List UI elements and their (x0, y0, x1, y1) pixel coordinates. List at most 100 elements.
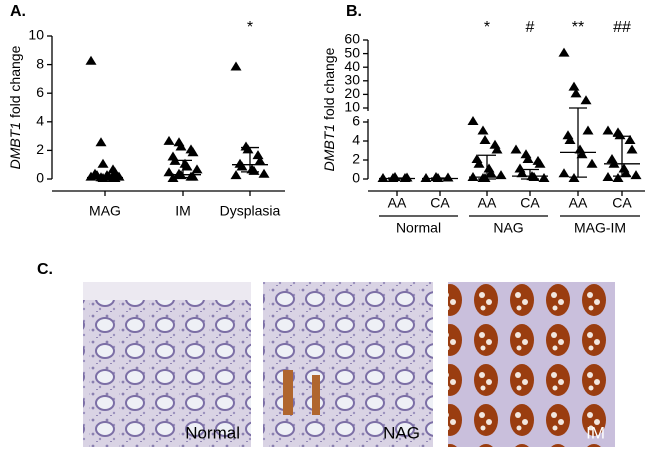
significance-mark: * (247, 19, 253, 36)
panel-label: B. (346, 3, 362, 20)
y-axis-label-text: fold change (321, 47, 337, 120)
histology-image (263, 282, 433, 447)
y-tick-label: 50 (344, 44, 360, 60)
histology-image (83, 282, 251, 447)
x-tick-label: AA (478, 195, 497, 211)
data-point (442, 172, 454, 182)
data-point (558, 168, 570, 178)
data-point (175, 141, 187, 151)
data-point (248, 165, 260, 175)
data-point (618, 163, 630, 173)
data-point (420, 173, 432, 182)
data-point (191, 164, 203, 174)
data-point (580, 95, 592, 105)
data-point (252, 150, 264, 160)
y-tick-label: 2 (352, 151, 360, 167)
y-tick-label: 20 (344, 85, 360, 101)
data-point (614, 130, 626, 140)
x-tick-label: Dysplasia (220, 203, 281, 219)
y-tick-label: 0 (36, 170, 44, 186)
significance-mark: * (484, 19, 490, 36)
panel-label: C. (37, 261, 53, 278)
data-point (230, 170, 242, 180)
image-label: IM (586, 423, 605, 442)
y-tick-label: 6 (352, 113, 360, 129)
x-tick-label: CA (612, 195, 632, 211)
data-point (483, 163, 495, 173)
data-point (479, 135, 491, 144)
x-tick-label: AA (569, 195, 588, 211)
data-point (606, 154, 618, 163)
data-point (602, 125, 614, 135)
data-point (489, 139, 501, 149)
y-tick-label: 8 (36, 55, 44, 71)
y-axis-label-text: fold change (7, 45, 23, 118)
data-point (187, 171, 199, 181)
data-point (236, 161, 248, 171)
data-point (576, 149, 588, 159)
data-point (167, 173, 179, 182)
y-tick-label: 4 (352, 132, 360, 148)
data-point (163, 167, 175, 177)
data-point (510, 144, 522, 154)
data-point (534, 158, 546, 168)
x-tick-label: CA (520, 195, 540, 211)
data-point (491, 144, 503, 154)
image-label: NAG (383, 423, 420, 442)
data-point (564, 135, 576, 144)
x-tick-label: IM (175, 203, 191, 219)
y-tick-label: 60 (344, 31, 360, 47)
histology-surface (83, 282, 251, 300)
significance-mark: # (526, 19, 535, 36)
histology-image (448, 282, 615, 447)
y-tick-label: 2 (36, 141, 44, 157)
y-tick-label: 10 (28, 27, 44, 43)
data-point (95, 137, 107, 147)
data-point (377, 173, 389, 182)
data-point (85, 171, 97, 181)
y-axis-label-gene: DMBT1 (321, 124, 337, 171)
group-label: MAG-IM (574, 220, 626, 236)
data-point (620, 168, 632, 178)
data-point (242, 144, 254, 154)
x-tick-label: AA (388, 195, 407, 211)
data-point (485, 168, 497, 178)
data-point (163, 135, 175, 145)
histology-stain (312, 375, 320, 415)
y-tick-label: 30 (344, 72, 360, 88)
y-tick-label: 40 (344, 58, 360, 74)
data-point (626, 144, 638, 154)
data-point (187, 147, 199, 157)
y-tick-label: 10 (344, 99, 360, 115)
x-tick-label: CA (430, 195, 450, 211)
data-point (582, 125, 594, 135)
data-point (467, 116, 479, 125)
data-point (85, 55, 97, 65)
y-axis-label: DMBT1 fold change (7, 45, 23, 169)
data-point (538, 173, 550, 182)
data-point (97, 158, 109, 168)
data-point (568, 81, 580, 91)
data-point (624, 135, 636, 144)
data-point (477, 125, 489, 135)
x-tick-label: MAG (89, 203, 121, 219)
y-axis-label-gene: DMBT1 (7, 122, 23, 169)
histology-stain (283, 370, 293, 415)
group-label: NAG (493, 220, 523, 236)
data-point (258, 168, 270, 178)
panel-label: A. (10, 3, 26, 20)
data-point (230, 61, 242, 71)
panel-c: C. Normal NAG IM (37, 261, 615, 447)
data-point (586, 158, 598, 168)
data-point (522, 154, 534, 163)
data-point (602, 172, 614, 182)
data-point (516, 168, 528, 178)
data-point (181, 161, 193, 171)
significance-mark: ## (613, 19, 631, 36)
data-point (473, 158, 485, 168)
data-point (520, 149, 532, 159)
data-point (630, 170, 642, 180)
image-label: Normal (185, 423, 240, 442)
y-tick-label: 0 (352, 170, 360, 186)
